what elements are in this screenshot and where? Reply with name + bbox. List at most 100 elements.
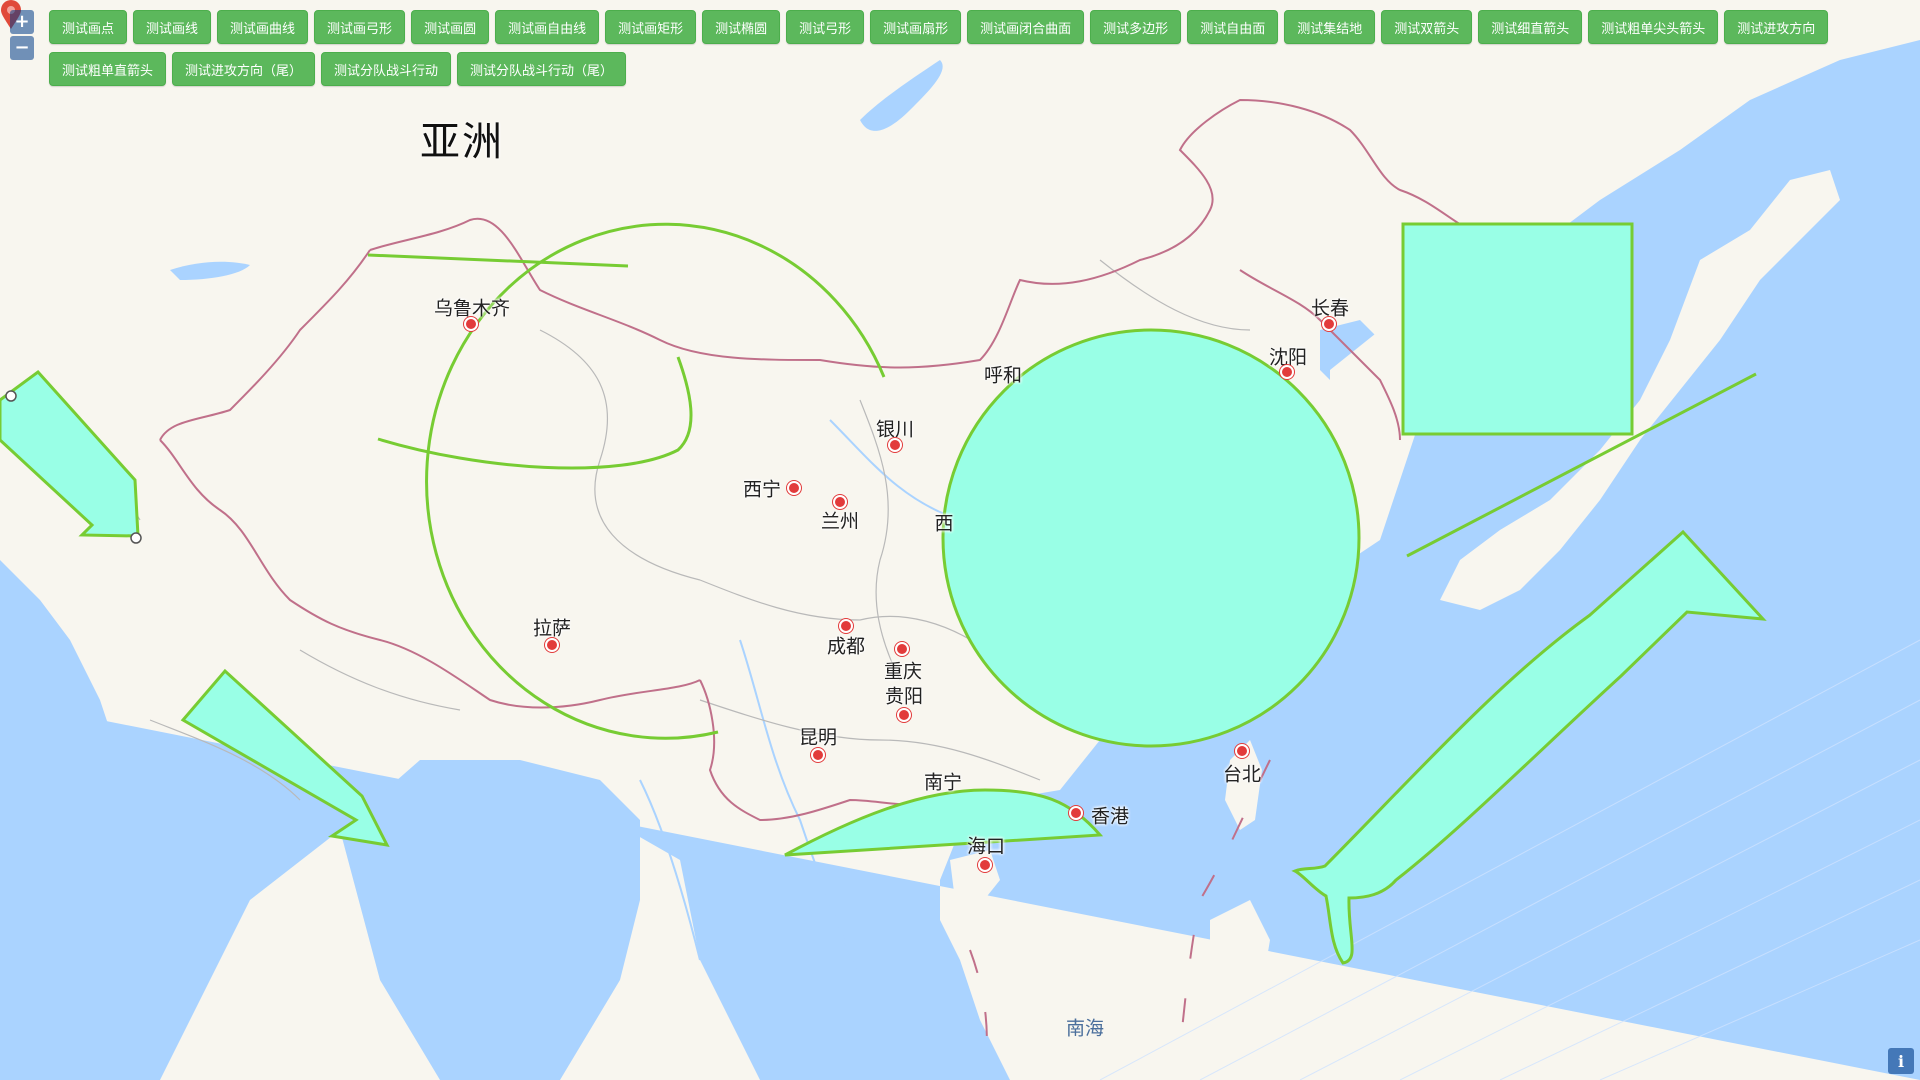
city-marker[interactable]	[1069, 806, 1083, 820]
draw-polygon-button[interactable]: 测试多边形	[1090, 10, 1182, 44]
sea-label: 南海	[1065, 1017, 1105, 1040]
city-marker[interactable]	[897, 708, 911, 722]
draw-attack-direction-button[interactable]: 测试进攻方向	[1724, 10, 1829, 44]
city-label: 西	[934, 512, 954, 535]
province-border	[699, 699, 1041, 781]
city-label: 南宁	[923, 771, 963, 794]
draw-point-button[interactable]: 测试画点	[49, 10, 128, 44]
draw-freehand-polygon-button[interactable]: 测试自由面	[1187, 10, 1279, 44]
zoom-in-button[interactable]: +	[10, 10, 34, 34]
graticule	[1099, 639, 1920, 1080]
graticule	[1499, 879, 1920, 1080]
straight-arrow-shape[interactable]	[180, 668, 390, 847]
province-border	[299, 649, 461, 711]
city-marker[interactable]	[545, 638, 559, 652]
dashed-boundary	[969, 949, 988, 1071]
control-point	[130, 532, 142, 544]
city-label: 银川	[875, 418, 915, 441]
drawing-toolbar: 测试画点 测试画线 测试画曲线 测试画弓形 测试画圆 测试画自由线 测试画矩形 …	[49, 10, 1909, 86]
city-label: 昆明	[798, 726, 838, 749]
draw-thin-straight-arrow-button[interactable]: 测试细直箭头	[1478, 10, 1583, 44]
graticule	[1599, 939, 1920, 1080]
philippines-land	[1200, 900, 1270, 1080]
draw-arc-button[interactable]: 测试画弓形	[314, 10, 406, 44]
draw-attack-direction-tail-button[interactable]: 测试进攻方向（尾）	[172, 52, 316, 86]
city-label: 重庆	[883, 660, 923, 683]
city-marker[interactable]	[839, 619, 853, 633]
thick-arrow-shape[interactable]	[0, 369, 140, 538]
rectangle-shape[interactable]	[1401, 222, 1634, 436]
control-point	[5, 390, 17, 402]
city-marker[interactable]	[978, 858, 992, 872]
draw-thick-single-arrow-button[interactable]: 测试粗单尖头箭头	[1588, 10, 1719, 44]
line-shape[interactable]	[367, 253, 629, 268]
city-label: 拉萨	[532, 617, 572, 640]
city-label: 乌鲁木齐	[433, 297, 511, 320]
draw-ellipse-button[interactable]: 测试椭圆	[702, 10, 781, 44]
city-marker[interactable]	[1235, 744, 1249, 758]
city-marker[interactable]	[888, 438, 902, 452]
plot-layer	[0, 222, 1767, 965]
city-marker[interactable]	[811, 748, 825, 762]
draw-circle-button[interactable]: 测试画圆	[411, 10, 490, 44]
country-border	[159, 439, 701, 709]
draw-rectangle-button[interactable]: 测试画矩形	[605, 10, 697, 44]
city-label: 成都	[826, 635, 866, 658]
city-marker[interactable]	[833, 495, 847, 509]
curve-shape[interactable]	[377, 356, 693, 470]
country-border	[699, 679, 931, 822]
draw-sector-button[interactable]: 测试画扇形	[870, 10, 962, 44]
city-label: 香港	[1090, 805, 1130, 828]
province-border	[539, 329, 701, 581]
attack-arrow-shape[interactable]	[1291, 529, 1767, 965]
city-label: 呼和	[983, 364, 1023, 387]
city-marker[interactable]	[464, 317, 478, 331]
attribution-info-button[interactable]: i	[1888, 1048, 1914, 1074]
graticule	[1199, 699, 1920, 1080]
river	[639, 779, 701, 961]
zoom-out-button[interactable]: −	[10, 36, 34, 60]
city-label: 沈阳	[1268, 346, 1308, 369]
circle-shape[interactable]	[941, 328, 1361, 748]
draw-line-button[interactable]: 测试画线	[133, 10, 212, 44]
japan-land	[1440, 170, 1840, 610]
city-label: 贵阳	[884, 685, 924, 708]
province-border	[1099, 259, 1251, 331]
country-border	[159, 249, 371, 441]
city-marker[interactable]	[1322, 317, 1336, 331]
graticule	[1399, 819, 1920, 1080]
draw-assembly-area-button[interactable]: 测试集结地	[1284, 10, 1376, 44]
city-label: 西宁	[742, 478, 782, 501]
country-border	[369, 98, 1471, 369]
continent-label: 亚洲	[420, 119, 504, 165]
arc-shape[interactable]	[425, 222, 886, 740]
city-label: 海口	[966, 835, 1006, 858]
sea-area-west	[0, 560, 220, 900]
draw-curve-button[interactable]: 测试画曲线	[217, 10, 309, 44]
draw-closed-curve-button[interactable]: 测试画闭合曲面	[967, 10, 1085, 44]
draw-double-arrow-button[interactable]: 测试双箭头	[1381, 10, 1473, 44]
dashed-boundary	[1179, 759, 1271, 1051]
city-label: 台北	[1222, 763, 1262, 786]
country-border	[1239, 269, 1401, 441]
thin-line-shape[interactable]	[1406, 372, 1757, 558]
city-marker[interactable]	[895, 642, 909, 656]
city-label: 兰州	[820, 510, 860, 533]
lake-balkhash	[170, 261, 250, 280]
taiwan-land	[1225, 740, 1262, 830]
draw-bow-button[interactable]: 测试弓形	[786, 10, 865, 44]
zoom-control: + −	[10, 10, 34, 60]
city-marker[interactable]	[1280, 365, 1294, 379]
draw-squad-combat-button[interactable]: 测试分队战斗行动	[321, 52, 452, 86]
province-border	[149, 719, 301, 801]
city-marker[interactable]	[787, 481, 801, 495]
city-label: 长春	[1310, 297, 1350, 320]
draw-thick-straight-arrow-button[interactable]: 测试粗单直箭头	[49, 52, 167, 86]
province-border	[859, 399, 901, 681]
draw-freehand-line-button[interactable]: 测试画自由线	[495, 10, 600, 44]
bay-of-bengal	[340, 760, 640, 1080]
draw-squad-combat-tail-button[interactable]: 测试分队战斗行动（尾）	[457, 52, 627, 86]
lake-baikal	[860, 60, 943, 131]
